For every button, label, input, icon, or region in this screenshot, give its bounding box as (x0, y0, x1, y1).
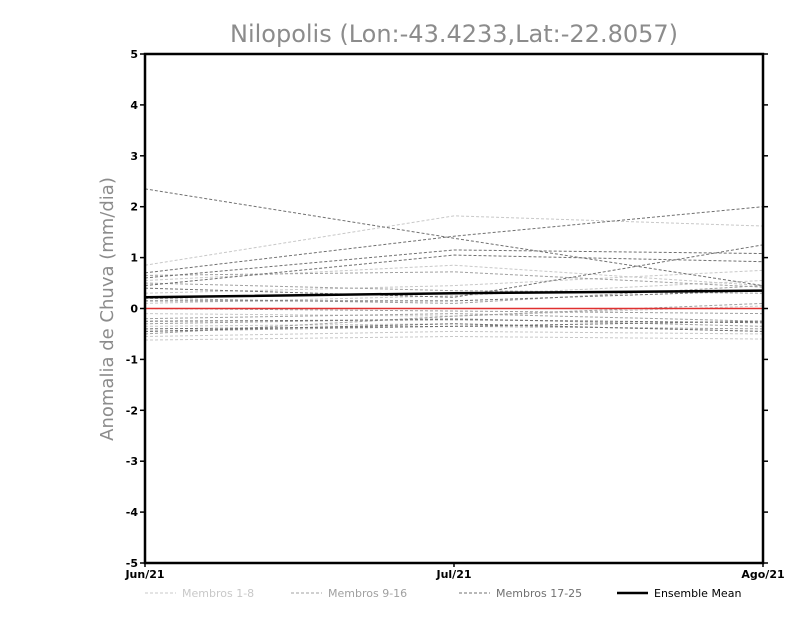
member-series-line (144, 249, 764, 279)
member-series-line (144, 206, 764, 274)
member-series-line (144, 254, 764, 287)
member-series-line (144, 335, 764, 341)
member-series-line (144, 215, 764, 266)
member-series-line (144, 313, 764, 322)
y-tick-label: 2 (130, 201, 138, 214)
x-tick-label: Jun/21 (124, 568, 164, 581)
y-tick-label: 3 (130, 150, 138, 163)
legend: Membros 1-8 Membros 9-16 Membros 17-25 Ense… (145, 587, 741, 600)
member-series-line (144, 320, 764, 330)
legend-label: Membros 9-16 (328, 587, 407, 600)
member-series-line (145, 290, 764, 302)
y-tick-label: 1 (130, 252, 138, 265)
chart-title: Nilopolis (Lon:-43.4233,Lat:-22.8057) (230, 20, 678, 48)
member-series-line (144, 188, 764, 287)
y-tick-label: -4 (126, 506, 139, 519)
member-series-line (144, 302, 764, 335)
y-tick-label: -5 (126, 557, 138, 570)
y-tick-label: -2 (126, 404, 138, 417)
series-layer (144, 188, 764, 341)
y-axis-label: Anomalia de Chuva (mm/dia) (97, 177, 118, 441)
member-series-line (144, 264, 764, 287)
member-series-line (144, 280, 764, 304)
y-tick-label: -3 (126, 455, 138, 468)
y-tick-label: 0 (130, 303, 138, 316)
y-tick-label: -1 (126, 353, 138, 366)
member-series-line (144, 318, 764, 327)
legend-label: Membros 1-8 (182, 587, 254, 600)
y-tick-label: 5 (130, 48, 138, 61)
x-tick-label: Ago/21 (741, 568, 784, 581)
member-series-line (144, 271, 764, 288)
y-tick-label: 4 (130, 99, 138, 112)
legend-label: Ensemble Mean (654, 587, 741, 600)
ensemble-mean-line (144, 289, 764, 299)
member-series-line (144, 305, 764, 317)
member-series-line (144, 325, 764, 332)
legend-label: Membros 17-25 (496, 587, 582, 600)
member-series-line (144, 323, 764, 332)
x-tick-label: Jul/21 (435, 568, 471, 581)
member-series-line (144, 269, 764, 294)
member-series-line (144, 330, 764, 337)
member-series-line (144, 308, 764, 315)
member-series-line (144, 319, 764, 324)
